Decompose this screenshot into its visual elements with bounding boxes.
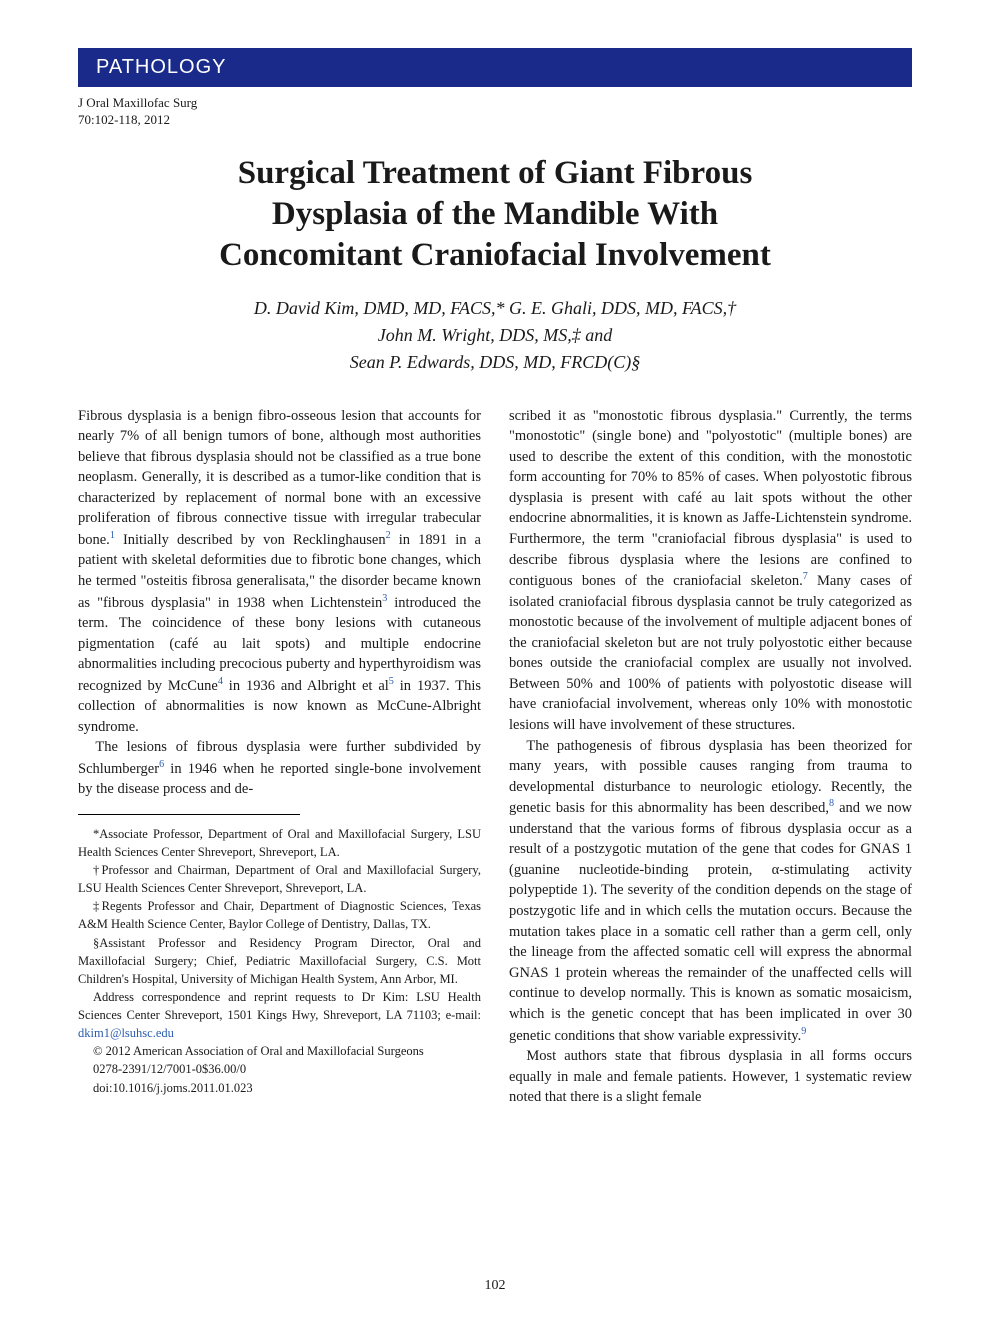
body-paragraph: Fibrous dysplasia is a benign fibro-osse… [78,406,481,738]
footnote: §Assistant Professor and Residency Progr… [78,934,481,988]
body-text: and we now understand that the various f… [509,800,912,1043]
footnote-text: Address correspondence and reprint reque… [78,990,481,1022]
page-number: 102 [0,1278,990,1294]
footnote: †Professor and Chairman, Department of O… [78,861,481,897]
authors-line3: Sean P. Edwards, DDS, MD, FRCD(C)§ [78,349,912,376]
footnote-separator [78,814,300,815]
authors-block: D. David Kim, DMD, MD, FACS,* G. E. Ghal… [78,295,912,376]
body-text: Fibrous dysplasia is a benign fibro-osse… [78,408,481,548]
body-text: Most authors state that fibrous dysplasi… [509,1048,912,1105]
citation-ref[interactable]: 9 [801,1026,806,1037]
footnote-correspondence: Address correspondence and reprint reque… [78,988,481,1042]
footnote: *Associate Professor, Department of Oral… [78,825,481,861]
journal-reference: J Oral Maxillofac Surg 70:102-118, 2012 [78,95,912,129]
body-text: Initially described by von Recklinghause… [115,532,386,548]
body-paragraph: Most authors state that fibrous dysplasi… [509,1046,912,1108]
journal-ref-line1: J Oral Maxillofac Surg [78,95,912,112]
left-column: Fibrous dysplasia is a benign fibro-osse… [78,406,481,1108]
body-text: in 1936 and Albright et al [223,678,389,694]
title-line3: Concomitant Craniofacial Involvement [219,237,771,273]
title-line1: Surgical Treatment of Giant Fibrous [238,155,753,191]
body-paragraph: The pathogenesis of fibrous dysplasia ha… [509,736,912,1046]
body-columns: Fibrous dysplasia is a benign fibro-osse… [78,406,912,1108]
section-header: PATHOLOGY [78,48,912,87]
authors-line2: John M. Wright, DDS, MS,‡ and [78,322,912,349]
title-line2: Dysplasia of the Mandible With [272,196,718,232]
copyright-line: © 2012 American Association of Oral and … [78,1042,481,1060]
right-column: scribed it as "monostotic fibrous dyspla… [509,406,912,1108]
body-text: scribed it as "monostotic fibrous dyspla… [509,408,912,589]
issn-line: 0278-2391/12/7001-0$36.00/0 [78,1060,481,1078]
footnote: ‡Regents Professor and Chair, Department… [78,897,481,933]
doi-line: doi:10.1016/j.joms.2011.01.023 [78,1079,481,1097]
body-paragraph: The lesions of fibrous dysplasia were fu… [78,737,481,800]
journal-ref-line2: 70:102-118, 2012 [78,112,912,129]
footnotes-block: *Associate Professor, Department of Oral… [78,825,481,1097]
article-title: Surgical Treatment of Giant Fibrous Dysp… [115,153,875,277]
authors-line1: D. David Kim, DMD, MD, FACS,* G. E. Ghal… [78,295,912,322]
section-label: PATHOLOGY [96,56,227,78]
body-paragraph: scribed it as "monostotic fibrous dyspla… [509,406,912,736]
body-text: Many cases of isolated craniofacial fibr… [509,573,912,733]
correspondence-email-link[interactable]: dkim1@lsuhsc.edu [78,1026,174,1040]
